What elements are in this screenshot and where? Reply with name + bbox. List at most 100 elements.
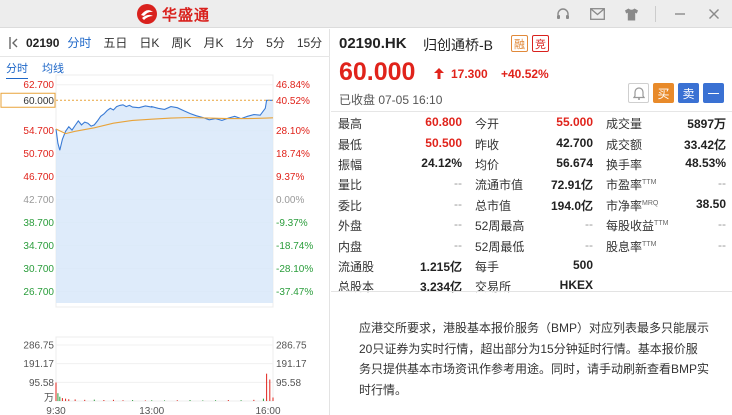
average-line xyxy=(55,116,274,135)
stats-label: 成交额 xyxy=(606,137,643,152)
subtab-moving-average[interactable]: 均线 xyxy=(42,63,64,75)
volume-tick-label-right: 286.75 xyxy=(276,341,307,352)
stats-value: -- xyxy=(454,176,462,191)
pct-tick-label: 9.37% xyxy=(276,172,304,183)
tab-1-min[interactable]: 1分 xyxy=(235,36,255,50)
close-icon[interactable] xyxy=(704,4,724,24)
auction-badge: 竞 xyxy=(532,35,549,52)
price-tick-label: 42.700 xyxy=(23,195,54,206)
tab-weekly-k[interactable]: 周K xyxy=(171,36,192,50)
up-arrow-icon xyxy=(434,68,444,82)
bell-icon xyxy=(632,86,645,100)
stats-label: 总市值 xyxy=(475,198,512,213)
pct-tick-label: -9.37% xyxy=(276,218,308,229)
stats-cell: 总市值 194.0亿 xyxy=(468,194,599,214)
title-bar: 华盛通 xyxy=(0,0,732,28)
stats-cell xyxy=(599,255,732,275)
stats-value: HKEX xyxy=(559,278,593,293)
tab-5-min[interactable]: 5分 xyxy=(266,36,285,50)
stats-value: 5897万 xyxy=(687,117,726,132)
mail-icon[interactable] xyxy=(587,4,607,24)
stats-value: 500 xyxy=(572,257,593,272)
price-tick-label: 30.700 xyxy=(23,264,54,275)
tab-intraday[interactable]: 分时 xyxy=(67,36,92,50)
more-button[interactable]: 一 xyxy=(703,83,724,103)
price-change: 17.300 xyxy=(451,67,488,81)
stats-cell: 均价 56.674 xyxy=(468,153,599,173)
stats-value: 3.234亿 xyxy=(419,280,462,295)
headset-icon[interactable] xyxy=(553,4,573,24)
stats-cell: 量比 -- xyxy=(331,173,468,193)
tab-five-day[interactable]: 五日 xyxy=(103,36,128,50)
stats-label: 振幅 xyxy=(338,157,363,172)
stats-value: -- xyxy=(718,176,726,191)
stats-table: 最高 60.800 今开 55.000 成交量 5897万 最低 50.500 昨收 42.700… xyxy=(331,111,732,296)
stats-value: 42.700 xyxy=(556,135,593,150)
stats-value: -- xyxy=(454,217,462,232)
stats-label: 外盘 xyxy=(338,219,363,234)
stats-label: 流通市值 xyxy=(475,178,524,193)
pct-tick-label: -37.47% xyxy=(276,287,313,298)
intraday-chart[interactable]: 62.700 60.000 54.700 50.700 46.700 42.700 38.7… xyxy=(0,73,330,415)
price-tick-label: 54.700 xyxy=(23,126,54,137)
bmp-notice-text: 应港交所要求，港股基本报价服务（BMP）对应列表最多只能展示20只证券为实时行情… xyxy=(359,321,710,397)
bmp-notice: 应港交所要求，港股基本报价服务（BMP）对应列表最多只能展示20只证券为实时行情… xyxy=(331,291,732,415)
stats-cell: 市净率MRQ 38.50 xyxy=(599,194,732,214)
margin-badge: 融 xyxy=(511,35,528,52)
stock-code-label: 02190 xyxy=(26,35,60,50)
stats-cell: 每股收益TTM -- xyxy=(599,214,732,234)
tab-daily-k[interactable]: 日K xyxy=(139,36,160,50)
sell-button[interactable]: 卖 xyxy=(678,83,699,103)
subtab-intraday[interactable]: 分时 xyxy=(6,60,28,79)
minimize-icon[interactable] xyxy=(670,4,690,24)
stats-label: 流通股 xyxy=(338,259,375,274)
stats-value: -- xyxy=(585,237,593,252)
stats-cell: 总股本 3.234亿 xyxy=(331,275,468,295)
stats-cell: 成交量 5897万 xyxy=(599,112,732,132)
pct-tick-label: -18.74% xyxy=(276,241,313,252)
stats-label: 总股本 xyxy=(338,280,375,295)
stats-cell: 52周最高 -- xyxy=(468,214,599,234)
volume-tick-label: 191.17 xyxy=(23,359,54,370)
stats-label: 昨收 xyxy=(475,137,500,152)
brand-name: 华盛通 xyxy=(162,6,211,24)
stats-label: 内盘 xyxy=(338,239,363,254)
stats-value: -- xyxy=(718,217,726,232)
pct-tick-label: 0.00% xyxy=(276,195,304,206)
shirt-icon[interactable] xyxy=(621,4,641,24)
stats-label-suffix: MRQ xyxy=(642,199,659,207)
stats-cell: 昨收 42.700 xyxy=(468,133,599,153)
stats-cell: 振幅 24.12% xyxy=(331,153,468,173)
stats-cell: 最低 50.500 xyxy=(331,133,468,153)
stats-cell: 52周最低 -- xyxy=(468,235,599,255)
price-area xyxy=(56,100,273,303)
titlebar-divider xyxy=(655,6,656,22)
tab-monthly-k[interactable]: 月K xyxy=(203,36,224,50)
price-tick-label: 38.700 xyxy=(23,218,54,229)
stats-row: 最低 50.500 昨收 42.700 成交额 33.42亿 xyxy=(331,132,732,152)
price-tick-label: 50.700 xyxy=(23,149,54,160)
stats-row: 内盘 -- 52周最低 -- 股息率TTM -- xyxy=(331,234,732,254)
stats-cell: 最高 60.800 xyxy=(331,112,468,132)
stats-cell: 委比 -- xyxy=(331,194,468,214)
stats-row: 委比 -- 总市值 194.0亿 市净率MRQ 38.50 xyxy=(331,194,732,214)
volume-tick-label: 95.58 xyxy=(29,378,54,389)
alert-bell-button[interactable] xyxy=(628,83,649,103)
pct-tick-label: 18.74% xyxy=(276,149,310,160)
stats-cell: 成交额 33.42亿 xyxy=(599,133,732,153)
stats-cell: 流通市值 72.91亿 xyxy=(468,173,599,193)
volume-unit-label: 万 xyxy=(44,393,54,404)
panel-toggle-icon[interactable] xyxy=(8,36,22,50)
time-tick-label: 16:00 xyxy=(255,406,280,415)
tab-15-min[interactable]: 15分 xyxy=(296,36,323,50)
buy-button[interactable]: 买 xyxy=(653,83,674,103)
stats-value: 50.500 xyxy=(425,135,462,150)
price-change-pct: +40.52% xyxy=(501,67,549,81)
quote-code: 02190.HK xyxy=(339,35,407,52)
brand-logo-icon xyxy=(137,4,157,24)
stats-cell: 市盈率TTM -- xyxy=(599,173,732,193)
current-price-box xyxy=(0,92,56,108)
stats-label: 市净率MRQ xyxy=(606,198,659,213)
stats-label: 股息率TTM xyxy=(606,239,657,254)
chart-panel: 02190 分时 五日 日K 周K 月K 1分 5分 15分 分时 均线 62.… xyxy=(0,29,330,415)
